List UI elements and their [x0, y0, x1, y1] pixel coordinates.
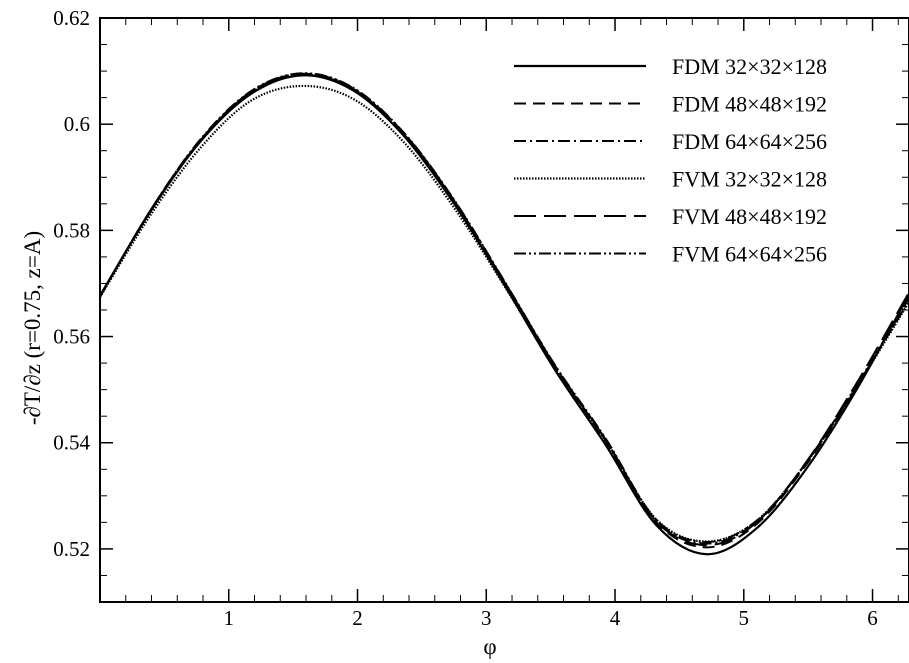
y-tick-label: 0.62	[53, 6, 90, 30]
x-tick-label: 3	[481, 606, 492, 630]
x-tick-label: 5	[739, 606, 750, 630]
x-tick-label: 6	[867, 606, 878, 630]
legend-label-6: FVM 64×64×256	[672, 242, 827, 267]
ticks: 1 2 3 4 5 6 0.52 0.54 0.56 0.58 0.6 0.62	[53, 6, 909, 630]
series-line-5	[99, 73, 909, 547]
x-tick-label: 1	[224, 606, 235, 630]
legend-label-5: FVM 48×48×192	[672, 204, 827, 229]
x-tick-label: 2	[352, 606, 363, 630]
legend-label-2: FDM 48×48×192	[672, 92, 827, 117]
x-axis-title: φ	[483, 634, 496, 659]
y-tick-label: 0.52	[53, 537, 90, 561]
y-tick-label: 0.54	[53, 431, 90, 455]
legend-label-3: FDM 64×64×256	[672, 129, 827, 154]
legend-label-4: FVM 32×32×128	[672, 167, 827, 192]
curves	[99, 72, 909, 556]
y-axis-title: -∂T/∂z (r=0.75, z=A)	[20, 231, 45, 425]
x-tick-label: 4	[610, 606, 621, 630]
legend: FDM 32×32×128 FDM 48×48×192 FDM 64×64×256 F…	[514, 54, 827, 267]
y-tick-label: 0.58	[53, 218, 90, 242]
series-line-4	[99, 84, 909, 543]
legend-label-1: FDM 32×32×128	[672, 54, 827, 79]
y-tick-label: 0.56	[53, 325, 90, 349]
y-tick-label: 0.6	[64, 112, 90, 136]
